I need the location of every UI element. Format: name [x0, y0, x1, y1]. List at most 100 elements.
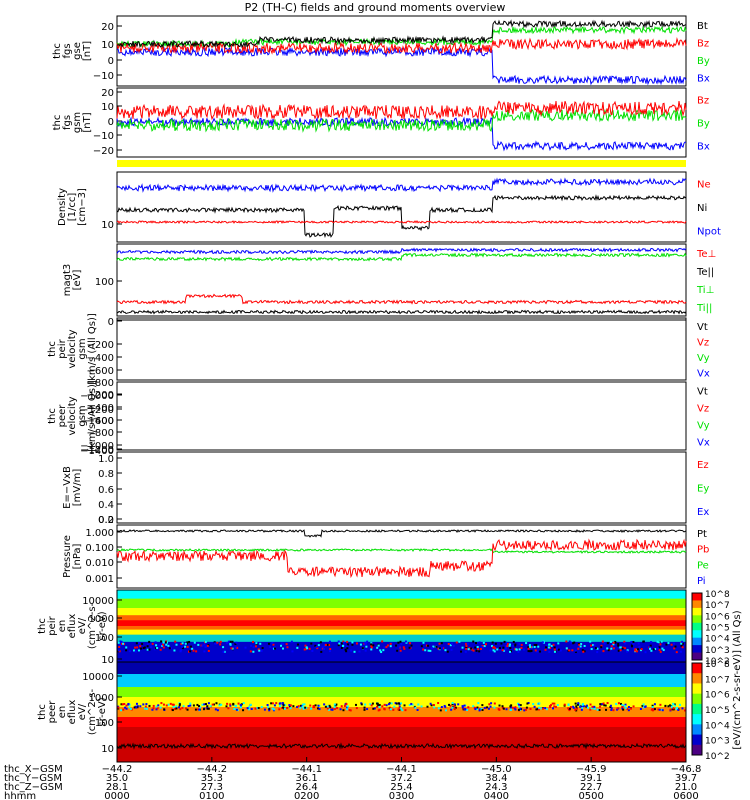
legend-entry: Pe — [697, 560, 709, 571]
spectrogram-pixel — [492, 646, 495, 649]
spectrogram-pixel — [387, 703, 390, 706]
spectrogram-pixel — [476, 706, 479, 709]
spectrogram-pixel — [383, 703, 386, 706]
spectrogram-pixel — [517, 650, 520, 653]
y-tick-label: 100 — [95, 277, 114, 288]
spectrogram-pixel — [161, 644, 164, 647]
spectrogram-pixel — [346, 705, 349, 708]
spectrogram-pixel — [578, 643, 581, 646]
spectrogram-band — [117, 641, 686, 663]
spectrogram-pixel — [289, 704, 292, 707]
spectrogram-pixel — [333, 706, 336, 709]
x-axis-value: −44.2 — [102, 764, 133, 775]
spectrogram-pixel — [592, 644, 595, 647]
spectrogram-pixel — [207, 650, 210, 653]
spectrogram-pixel — [568, 640, 571, 643]
spectrogram-pixel — [657, 647, 660, 650]
spectrogram-pixel — [345, 703, 348, 706]
spectrogram-pixel — [156, 646, 159, 649]
spectrogram-pixel — [310, 707, 313, 710]
spectrogram-pixel — [389, 708, 392, 711]
spectrogram-pixel — [227, 640, 230, 643]
spectrogram-pixel — [359, 643, 362, 646]
spectrogram-pixel — [642, 703, 645, 706]
colorbar-segment — [692, 607, 702, 616]
spectrogram-pixel — [606, 647, 609, 650]
spectrogram-pixel — [493, 650, 496, 653]
spectrogram-pixel — [326, 705, 329, 708]
y-axis-label: fgs — [62, 43, 73, 58]
spectrogram-pixel — [303, 648, 306, 651]
spectrogram-pixel — [626, 650, 629, 653]
spectrogram-pixel — [488, 703, 491, 706]
spectrogram-pixel — [467, 648, 470, 651]
spectrogram-pixel — [225, 641, 228, 644]
spectrogram-pixel — [162, 703, 165, 706]
spectrogram-pixel — [404, 640, 407, 643]
spectrogram-pixel — [670, 643, 673, 646]
colorbar-tick-label: 10^4 — [705, 721, 730, 731]
spectrogram-pixel — [432, 645, 435, 648]
spectrogram-pixel — [194, 708, 197, 711]
spectrogram-pixel — [155, 708, 158, 711]
spectrogram-pixel — [447, 643, 450, 646]
spectrogram-pixel — [321, 646, 324, 649]
spectrogram-pixel — [181, 642, 184, 645]
spectrogram-pixel — [483, 645, 486, 648]
y-axis-label: eflux — [67, 614, 78, 639]
spectrogram-pixel — [118, 644, 121, 647]
spectrogram-pixel — [518, 648, 521, 651]
spectrogram-pixel — [156, 707, 159, 710]
legend-entry: Pb — [697, 545, 709, 556]
spectrogram-pixel — [513, 707, 516, 710]
spectrogram-pixel — [509, 705, 512, 708]
spectrogram-pixel — [607, 649, 610, 652]
spectrogram-pixel — [333, 703, 336, 706]
spectrogram-pixel — [524, 708, 527, 711]
y-axis-label: sr-eV) — [97, 697, 108, 726]
spectrogram-pixel — [422, 641, 425, 644]
spectrogram-pixel — [296, 643, 299, 646]
spectrogram-pixel — [150, 645, 153, 648]
x-axis-value: 0300 — [389, 791, 414, 800]
spectrogram-pixel — [659, 650, 662, 653]
x-axis-value: −46.8 — [671, 764, 702, 775]
spectrogram-pixel — [680, 642, 683, 645]
spectrogram-band — [117, 626, 686, 631]
spectrogram-pixel — [257, 648, 260, 651]
spectrogram-pixel — [395, 702, 398, 705]
y-axis-label: velocity — [67, 329, 78, 368]
spectrogram-pixel — [345, 650, 348, 653]
spectrogram-pixel — [572, 705, 575, 708]
y-axis-label: [nPa] — [72, 543, 83, 569]
x-axis-value: 35.3 — [201, 773, 223, 784]
colorbar-segment — [692, 714, 702, 725]
spectrogram-pixel — [477, 702, 480, 705]
spectrogram-pixel — [466, 708, 469, 711]
spectrogram-pixel — [342, 641, 345, 644]
spectrogram-pixel — [529, 708, 532, 711]
spectrogram-pixel — [188, 650, 191, 653]
legend-entry: Vy — [697, 421, 710, 432]
spectrogram-pixel — [366, 708, 369, 711]
spectrogram-pixel — [317, 707, 320, 710]
y-axis-label: [mV/m] — [72, 469, 83, 507]
spectrogram-pixel — [514, 644, 517, 647]
spectrogram-pixel — [532, 703, 535, 706]
spectrogram-pixel — [476, 708, 479, 711]
spectrogram-pixel — [675, 708, 678, 711]
y-axis-label: magt3 — [62, 264, 73, 297]
spectrogram-pixel — [351, 641, 354, 644]
trace-spec-line — [116, 742, 687, 750]
spectrogram-pixel — [203, 643, 206, 646]
spectrogram-pixel — [619, 646, 622, 649]
x-axis-value: −45.0 — [481, 764, 512, 775]
legend-entry: Pi — [697, 576, 706, 587]
spectrogram-pixel — [354, 703, 357, 706]
spectrogram-pixel — [624, 642, 627, 645]
x-axis-value: 28.1 — [106, 782, 128, 793]
spectrogram-pixel — [376, 646, 379, 649]
y-tick-label: 100 — [95, 718, 114, 729]
spectrogram-pixel — [548, 650, 551, 653]
spectrogram-pixel — [290, 640, 293, 643]
